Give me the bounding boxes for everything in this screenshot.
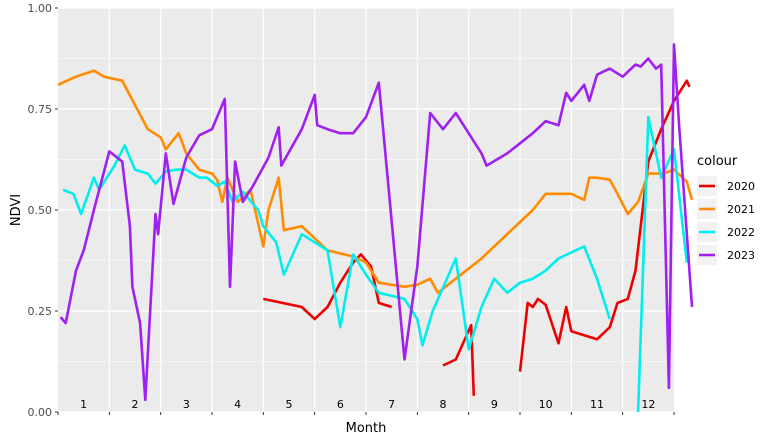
y-tick-label: 0.75 — [28, 103, 53, 116]
legend-title: colour — [697, 154, 738, 169]
legend-label: 2023 — [727, 249, 755, 262]
month-label: 3 — [183, 398, 190, 411]
y-tick-label: 0.50 — [28, 204, 53, 217]
month-label: 2 — [132, 398, 139, 411]
month-label: 6 — [337, 398, 344, 411]
legend: colour 2020 2021 2022 2023 — [697, 154, 755, 265]
y-tick-label: 1.00 — [28, 2, 53, 15]
series-line-2021 — [57, 69, 694, 295]
month-labels: 1 2 3 4 5 6 7 8 9 10 11 12 — [80, 398, 655, 411]
x-axis — [57, 412, 675, 415]
month-label: 7 — [388, 398, 395, 411]
month-label: 4 — [234, 398, 241, 411]
month-label: 5 — [286, 398, 293, 411]
y-tick-label: 0.00 — [28, 406, 53, 419]
legend-label: 2022 — [727, 226, 755, 239]
month-label: 8 — [440, 398, 447, 411]
y-axis-title: NDVI — [9, 194, 24, 226]
month-label: 12 — [641, 398, 655, 411]
series-line-2022 — [62, 144, 612, 351]
legend-label: 2020 — [727, 180, 755, 193]
month-label: 9 — [491, 398, 498, 411]
series-line-2022 — [636, 115, 689, 413]
month-label: 1 — [80, 398, 87, 411]
month-label: 11 — [590, 398, 604, 411]
series-line-2020 — [442, 323, 476, 396]
month-label: 10 — [539, 398, 553, 411]
series-layer — [57, 43, 694, 413]
x-axis-title: Month — [346, 421, 387, 436]
series-line-2023 — [59, 43, 694, 402]
legend-label: 2021 — [727, 203, 755, 216]
y-axis: 0.00 0.25 0.50 0.75 1.00 — [28, 2, 58, 419]
y-tick-label: 0.25 — [28, 305, 53, 318]
series-line-2020 — [263, 253, 393, 321]
